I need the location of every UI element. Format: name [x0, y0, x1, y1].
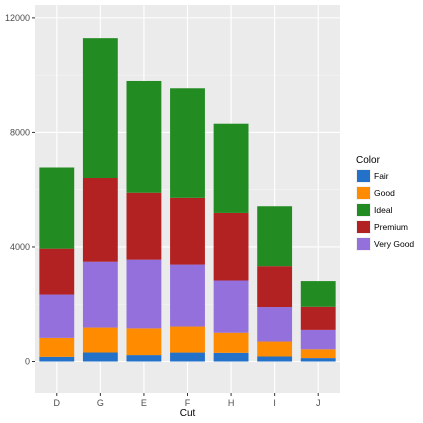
- y-tick-label: 8000: [10, 127, 30, 137]
- bar-J-ideal: [300, 281, 336, 307]
- x-tick-label: E: [141, 398, 147, 408]
- bar-I-very-good: [257, 307, 293, 342]
- legend-swatch-premium: [357, 221, 370, 233]
- bar-D-very-good: [39, 294, 75, 338]
- y-tick-label: 4000: [10, 242, 30, 252]
- legend-swatch-good: [357, 187, 370, 199]
- bar-D-good: [39, 337, 75, 357]
- legend-label: Premium: [374, 222, 408, 232]
- bars: [39, 38, 336, 362]
- bar-H-fair: [213, 352, 249, 362]
- bar-D-premium: [39, 248, 75, 295]
- x-tick-label: J: [316, 398, 321, 408]
- legend-label: Very Good: [374, 239, 414, 249]
- bar-I-fair: [257, 356, 293, 362]
- x-tick-label: F: [185, 398, 191, 408]
- bar-H-premium: [213, 212, 249, 281]
- bar-I-good: [257, 341, 293, 357]
- x-tick-label: I: [273, 398, 276, 408]
- legend-swatch-ideal: [357, 204, 370, 216]
- bar-J-good: [300, 349, 336, 359]
- legend-swatch-fair: [357, 170, 370, 182]
- bar-E-good: [126, 328, 162, 356]
- x-tick-label: D: [54, 398, 61, 408]
- bar-I-ideal: [257, 206, 293, 267]
- bar-E-very-good: [126, 259, 162, 329]
- bar-I-premium: [257, 266, 293, 308]
- bar-J-fair: [300, 358, 336, 362]
- bar-J-very-good: [300, 329, 336, 350]
- bar-H-good: [213, 332, 249, 353]
- bar-E-fair: [126, 355, 162, 362]
- bar-G-very-good: [82, 261, 118, 328]
- bar-F-premium: [170, 197, 205, 265]
- bar-F-very-good: [170, 264, 205, 327]
- bar-F-fair: [170, 352, 205, 362]
- bar-G-good: [82, 327, 118, 353]
- x-axis-title: Cut: [180, 408, 196, 419]
- bar-H-ideal: [213, 123, 249, 213]
- bar-D-fair: [39, 356, 75, 362]
- y-tick-label: 12000: [5, 13, 30, 23]
- x-tick-label: H: [228, 398, 235, 408]
- bar-E-ideal: [126, 80, 162, 193]
- bar-D-ideal: [39, 167, 75, 249]
- legend: Color Fair Good Ideal Premium Very Good: [356, 155, 414, 251]
- bar-H-very-good: [213, 280, 249, 333]
- legend-swatch-very-good: [357, 238, 370, 250]
- bar-G-premium: [82, 178, 118, 262]
- y-tick-label: 0: [25, 357, 30, 367]
- bar-F-ideal: [170, 88, 205, 198]
- x-tick-label: G: [97, 398, 104, 408]
- legend-title: Color: [356, 155, 381, 166]
- legend-label: Good: [374, 188, 395, 198]
- legend-label: Fair: [374, 171, 389, 181]
- y-axis: 0 4000 8000 12000: [5, 13, 35, 367]
- bar-F-good: [170, 326, 205, 353]
- bar-G-fair: [82, 352, 118, 362]
- bar-J-premium: [300, 306, 336, 330]
- bar-E-premium: [126, 192, 162, 260]
- bar-G-ideal: [82, 38, 118, 179]
- legend-label: Ideal: [374, 205, 393, 215]
